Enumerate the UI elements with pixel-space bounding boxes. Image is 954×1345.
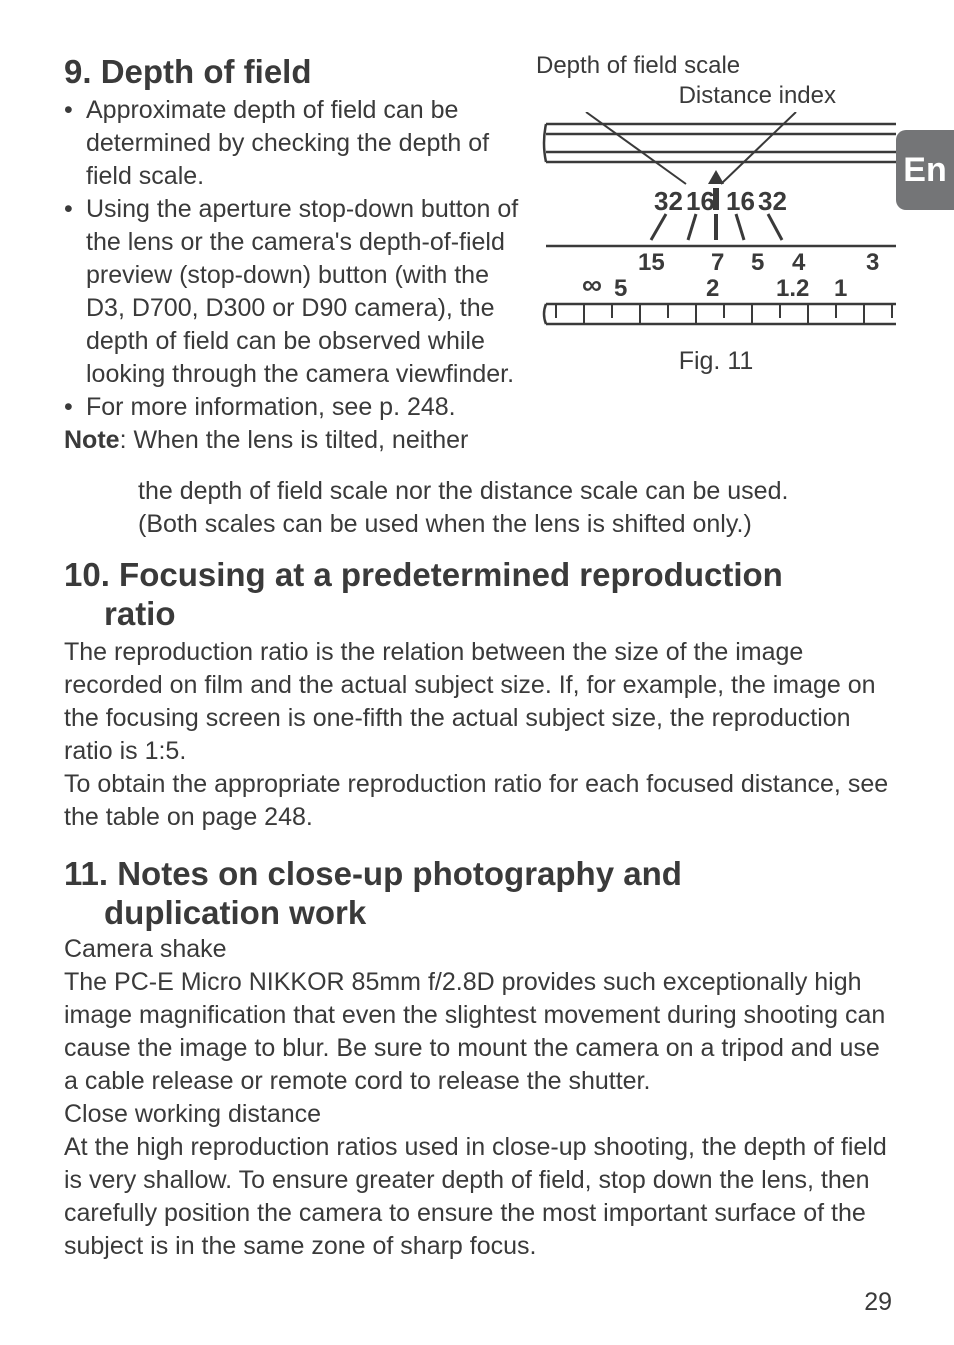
section-11-heading: 11. Notes on close-up photography and du… — [64, 854, 896, 933]
diagram-label-dof-scale: Depth of field scale — [536, 52, 896, 80]
bullet-item: For more information, see p. 248. — [64, 391, 528, 424]
svg-text:3: 3 — [866, 249, 879, 276]
svg-text:16: 16 — [726, 186, 755, 216]
section-11-body: The PC-E Micro NIKKOR 85mm f/2.8D provid… — [64, 966, 896, 1098]
section-9-bullets: Approximate depth of field can be determ… — [64, 94, 528, 424]
svg-text:32: 32 — [654, 186, 683, 216]
svg-text:∞: ∞ — [582, 269, 602, 300]
note-label: Note — [64, 426, 120, 454]
svg-text:5: 5 — [751, 249, 764, 276]
subhead-close-working-distance: Close working distance — [64, 1098, 896, 1131]
note-line: Note: When the lens is tilted, neither — [64, 424, 528, 457]
svg-text:7: 7 — [711, 249, 724, 276]
svg-text:32: 32 — [758, 186, 787, 216]
note-continuation: the depth of field scale nor the distanc… — [64, 475, 896, 508]
section-10-heading: 10. Focusing at a predetermined reproduc… — [64, 555, 896, 634]
diagram-label-distance-index: Distance index — [536, 82, 896, 110]
svg-text:1: 1 — [834, 275, 847, 302]
page-number: 29 — [864, 1288, 892, 1317]
figure-caption: Fig. 11 — [536, 347, 896, 376]
section-9-heading: 9. Depth of field — [64, 52, 528, 92]
section-10-para: The reproduction ratio is the relation b… — [64, 636, 896, 768]
note-continuation: (Both scales can be used when the lens i… — [64, 508, 896, 541]
bullet-item: Using the aperture stop-down button of t… — [64, 193, 528, 391]
section-11-body: At the high reproduction ratios used in … — [64, 1131, 896, 1263]
svg-text:5: 5 — [614, 275, 627, 302]
svg-text:4: 4 — [792, 249, 806, 276]
section-10-para: To obtain the appropriate reproduction r… — [64, 768, 896, 834]
svg-text:16: 16 — [686, 186, 715, 216]
svg-text:15: 15 — [638, 249, 665, 276]
bullet-item: Approximate depth of field can be determ… — [64, 94, 528, 193]
language-tab: En — [896, 130, 954, 210]
svg-text:1.2: 1.2 — [776, 275, 809, 302]
subhead-camera-shake: Camera shake — [64, 933, 896, 966]
svg-text:2: 2 — [706, 275, 719, 302]
depth-of-field-diagram: 32 16 16 32 15 7 5 4 3 ∞ 5 2 — [536, 112, 896, 332]
